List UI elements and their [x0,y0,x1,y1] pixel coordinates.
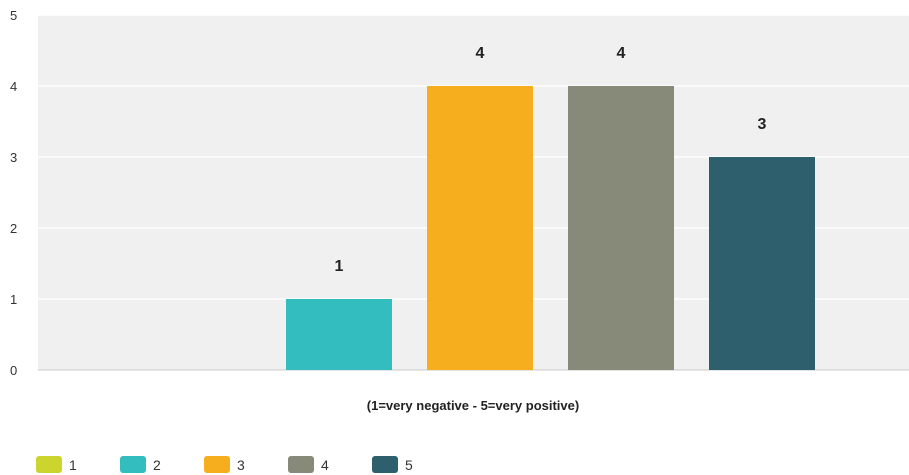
data-label-2: 1 [335,258,344,275]
y-tick-label-1: 1 [10,292,17,307]
data-label-4: 4 [617,45,626,62]
y-tick-label-3: 3 [10,150,17,165]
legend-label-2[interactable]: 2 [153,457,161,473]
bar-5[interactable] [709,157,815,370]
y-axis: 0 1 2 3 4 5 [10,8,17,378]
bar-2[interactable] [286,299,392,370]
y-tick-label-5: 5 [10,8,17,23]
legend-swatch-2[interactable] [120,456,146,473]
bar-4[interactable] [568,86,674,370]
legend-swatch-3[interactable] [204,456,230,473]
y-tick-label-4: 4 [10,79,17,94]
legend-swatch-4[interactable] [288,456,314,473]
legend-label-5[interactable]: 5 [405,457,413,473]
data-label-5: 3 [758,116,767,133]
legend: 1 2 3 4 5 [36,456,413,473]
legend-label-3[interactable]: 3 [237,457,245,473]
legend-label-4[interactable]: 4 [321,457,329,473]
y-tick-label-0: 0 [10,363,17,378]
legend-swatch-5[interactable] [372,456,398,473]
legend-swatch-1[interactable] [36,456,62,473]
data-label-3: 4 [476,45,485,62]
bar-3[interactable] [427,86,533,370]
y-tick-label-2: 2 [10,221,17,236]
legend-label-1[interactable]: 1 [69,457,77,473]
x-axis-label: (1=very negative - 5=very positive) [367,398,579,413]
